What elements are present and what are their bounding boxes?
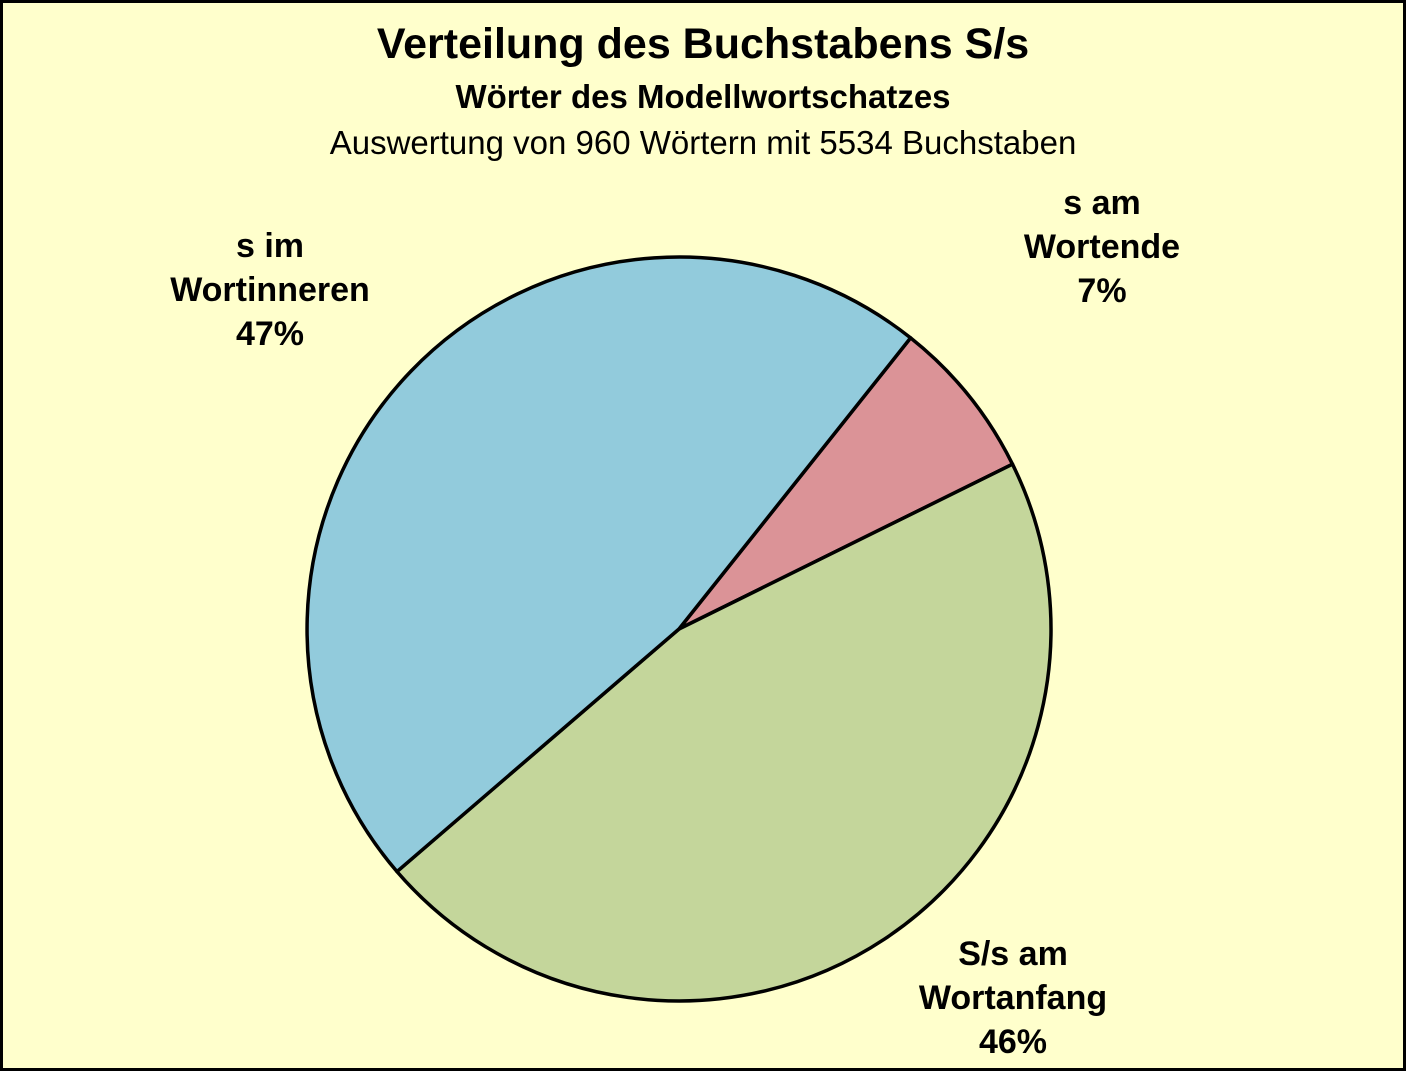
slice-percent: 7%	[1077, 272, 1127, 310]
pie-slice-0	[677, 336, 1015, 631]
slice-percent: 47%	[235, 315, 305, 353]
slice-percent: 46%	[978, 1023, 1048, 1061]
chart-subtitle: Wörter des Modellwortschatzes	[455, 78, 951, 115]
slice-label-wortanfang: S/s am Wortanfang 46%	[863, 932, 1163, 1064]
slice-label-line: Wortende	[1023, 228, 1181, 266]
chart-annotation: Auswertung von 960 Wörtern mit 5534 Buch…	[329, 124, 1077, 161]
slice-label-line: s am	[1063, 184, 1141, 222]
slice-label-wortinneren: s im Wortinneren 47%	[120, 224, 420, 356]
pie-slice-2	[305, 255, 913, 874]
slice-label-wortende: s am Wortende 7%	[952, 181, 1252, 313]
pie-slice-1	[395, 462, 1053, 1003]
slice-label-line: Wortanfang	[918, 979, 1108, 1017]
slice-label-line: Wortinneren	[170, 271, 370, 309]
chart-title: Verteilung des Buchstabens S/s	[376, 20, 1030, 68]
slice-label-line: s im	[235, 227, 305, 265]
slice-label-line: S/s am	[958, 935, 1068, 973]
